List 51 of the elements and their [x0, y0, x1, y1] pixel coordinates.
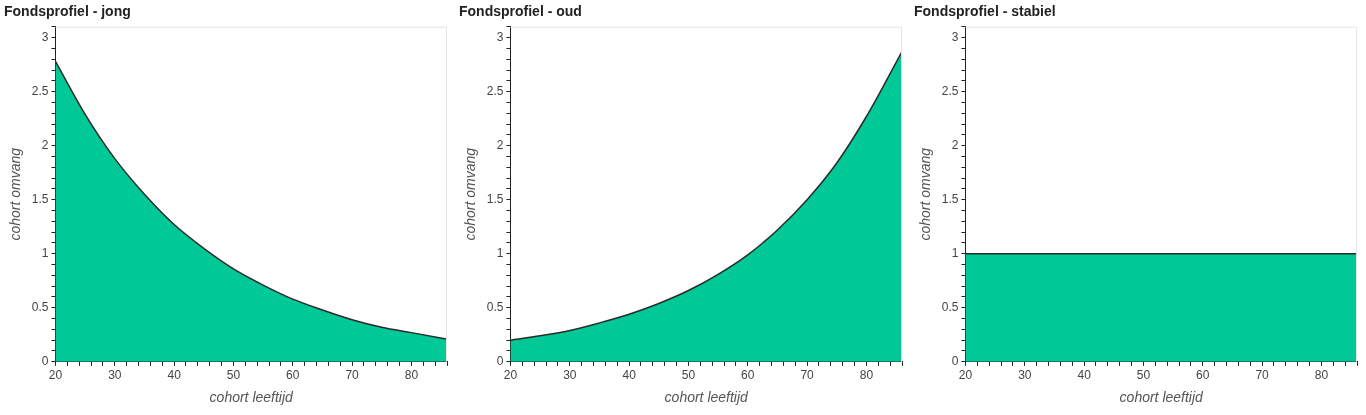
x-tick-label: 40 — [622, 368, 637, 383]
y-tick-label: 0.5 — [486, 300, 504, 315]
x-tick-label: 60 — [741, 368, 755, 383]
y-tick-label: 1 — [951, 246, 959, 261]
x-tick-label: 60 — [1196, 368, 1210, 383]
x-tick-label: 20 — [958, 368, 973, 383]
x-tick-label: 50 — [1136, 368, 1151, 383]
y-tick-label: 2 — [951, 137, 959, 152]
y-axis-title: cohort omvang — [7, 147, 24, 241]
x-tick-label: 80 — [404, 368, 419, 383]
x-axis-title: cohort leeftijd — [1119, 389, 1205, 406]
y-tick-label: 2.5 — [486, 83, 504, 98]
y-tick-label: 0.5 — [31, 300, 49, 315]
chart-title: Fondsprofiel - oud — [459, 3, 582, 20]
y-tick-label: 1 — [496, 246, 504, 261]
y-tick-label: 2.5 — [31, 83, 49, 98]
x-tick-label: 50 — [226, 368, 241, 383]
x-tick-label: 40 — [1077, 368, 1092, 383]
y-tick-label: 0 — [41, 354, 49, 369]
y-axis-title: cohort omvang — [917, 147, 934, 241]
x-tick-label: 20 — [503, 368, 518, 383]
y-tick-label: 3 — [41, 29, 49, 44]
x-tick-label: 50 — [681, 368, 696, 383]
x-tick-label: 70 — [800, 368, 815, 383]
x-tick-label: 30 — [1018, 368, 1032, 383]
y-tick-label: 2 — [41, 137, 49, 152]
y-tick-label: 1.5 — [486, 192, 504, 207]
y-tick-label: 0 — [496, 354, 504, 369]
x-tick-label: 70 — [345, 368, 360, 383]
y-tick-label: 2.5 — [941, 83, 959, 98]
chart-title: Fondsprofiel - stabiel — [914, 3, 1056, 20]
y-tick-label: 3 — [951, 29, 959, 44]
y-tick-label: 1.5 — [31, 192, 49, 207]
y-tick-label: 1.5 — [941, 192, 959, 207]
x-tick-label: 80 — [859, 368, 874, 383]
y-tick-label: 3 — [496, 29, 504, 44]
chart-title: Fondsprofiel - jong — [4, 3, 131, 20]
x-tick-label: 40 — [167, 368, 182, 383]
y-tick-label: 0.5 — [941, 300, 959, 315]
x-tick-label: 30 — [108, 368, 122, 383]
x-axis-title: cohort leeftijd — [664, 389, 750, 406]
x-axis-title: cohort leeftijd — [209, 389, 295, 406]
x-tick-label: 60 — [286, 368, 300, 383]
y-tick-label: 0 — [951, 354, 959, 369]
y-tick-label: 2 — [496, 137, 504, 152]
y-tick-label: 1 — [41, 246, 49, 261]
x-tick-label: 80 — [1314, 368, 1329, 383]
x-tick-label: 20 — [48, 368, 63, 383]
y-axis-title: cohort omvang — [462, 147, 479, 241]
x-tick-label: 70 — [1255, 368, 1270, 383]
x-tick-label: 30 — [563, 368, 577, 383]
